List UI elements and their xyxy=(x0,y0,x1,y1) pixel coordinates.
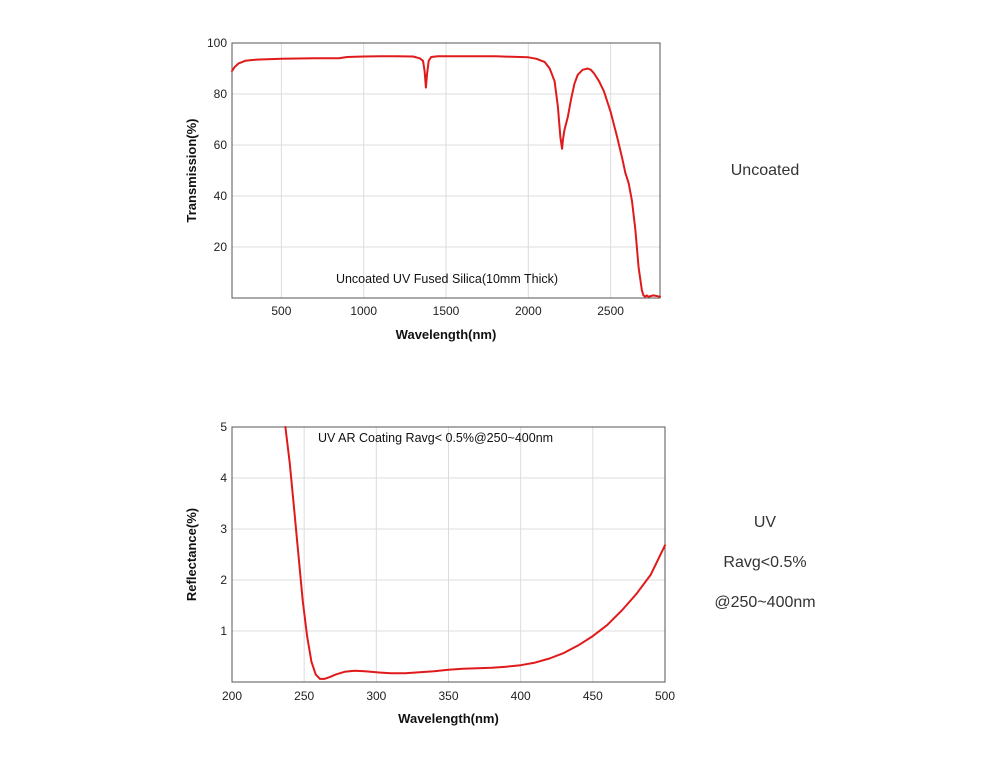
x-tick-label: 1000 xyxy=(350,304,377,318)
annotation-transmission: Uncoated UV Fused Silica(10mm Thick) xyxy=(336,272,558,286)
x-tick-label: 1500 xyxy=(433,304,460,318)
y-axis-title-reflectance: Reflectance(%) xyxy=(184,508,199,601)
x-tick-label: 300 xyxy=(366,689,386,703)
x-tick-label: 350 xyxy=(438,689,458,703)
x-axis-title-transmission: Wavelength(nm) xyxy=(396,327,497,342)
y-tick-label: 40 xyxy=(214,189,228,203)
y-tick-label: 5 xyxy=(220,420,227,434)
x-tick-label: 250 xyxy=(294,689,314,703)
reflectance-chart: 200 250 300 350 400 450 500 1 2 3 4 5 Wavelength(nm)… xyxy=(184,420,675,726)
plot-frame xyxy=(231,426,666,683)
y-tick-label: 100 xyxy=(207,36,227,50)
transmission-chart: 500 1000 1500 2000 2500 20 40 60 80 100 Wavelength… xyxy=(184,36,661,342)
y-tick-label: 20 xyxy=(214,240,228,254)
x-axis-title-reflectance: Wavelength(nm) xyxy=(398,711,499,726)
y-tick-label: 80 xyxy=(214,87,228,101)
uv-coating-label: UV xyxy=(753,514,777,531)
ravg-label: Ravg<0.5% xyxy=(723,554,807,571)
uncoated-label: Uncoated xyxy=(730,162,800,179)
x-tick-label: 2500 xyxy=(597,304,624,318)
y-tick-label: 4 xyxy=(220,471,227,485)
y-axis-title-transmission: Transmission(%) xyxy=(184,118,199,222)
x-tick-label: 450 xyxy=(583,689,603,703)
x-tick-label: 200 xyxy=(222,689,242,703)
y-tick-label: 2 xyxy=(220,573,227,587)
wavelength-range-label: @250~400nm xyxy=(714,594,816,611)
x-tick-label: 2000 xyxy=(515,304,542,318)
x-tick-label: 400 xyxy=(511,689,531,703)
annotation-reflectance: UV AR Coating Ravg< 0.5%@250~400nm xyxy=(318,431,553,445)
y-tick-label: 3 xyxy=(220,522,227,536)
reflectance-series-line xyxy=(284,426,666,680)
y-tick-label: 1 xyxy=(220,624,227,638)
y-tick-label: 60 xyxy=(214,138,228,152)
transmission-series-line xyxy=(231,55,661,298)
plot-frame xyxy=(231,42,661,299)
x-tick-label: 500 xyxy=(655,689,675,703)
x-tick-label: 500 xyxy=(271,304,291,318)
